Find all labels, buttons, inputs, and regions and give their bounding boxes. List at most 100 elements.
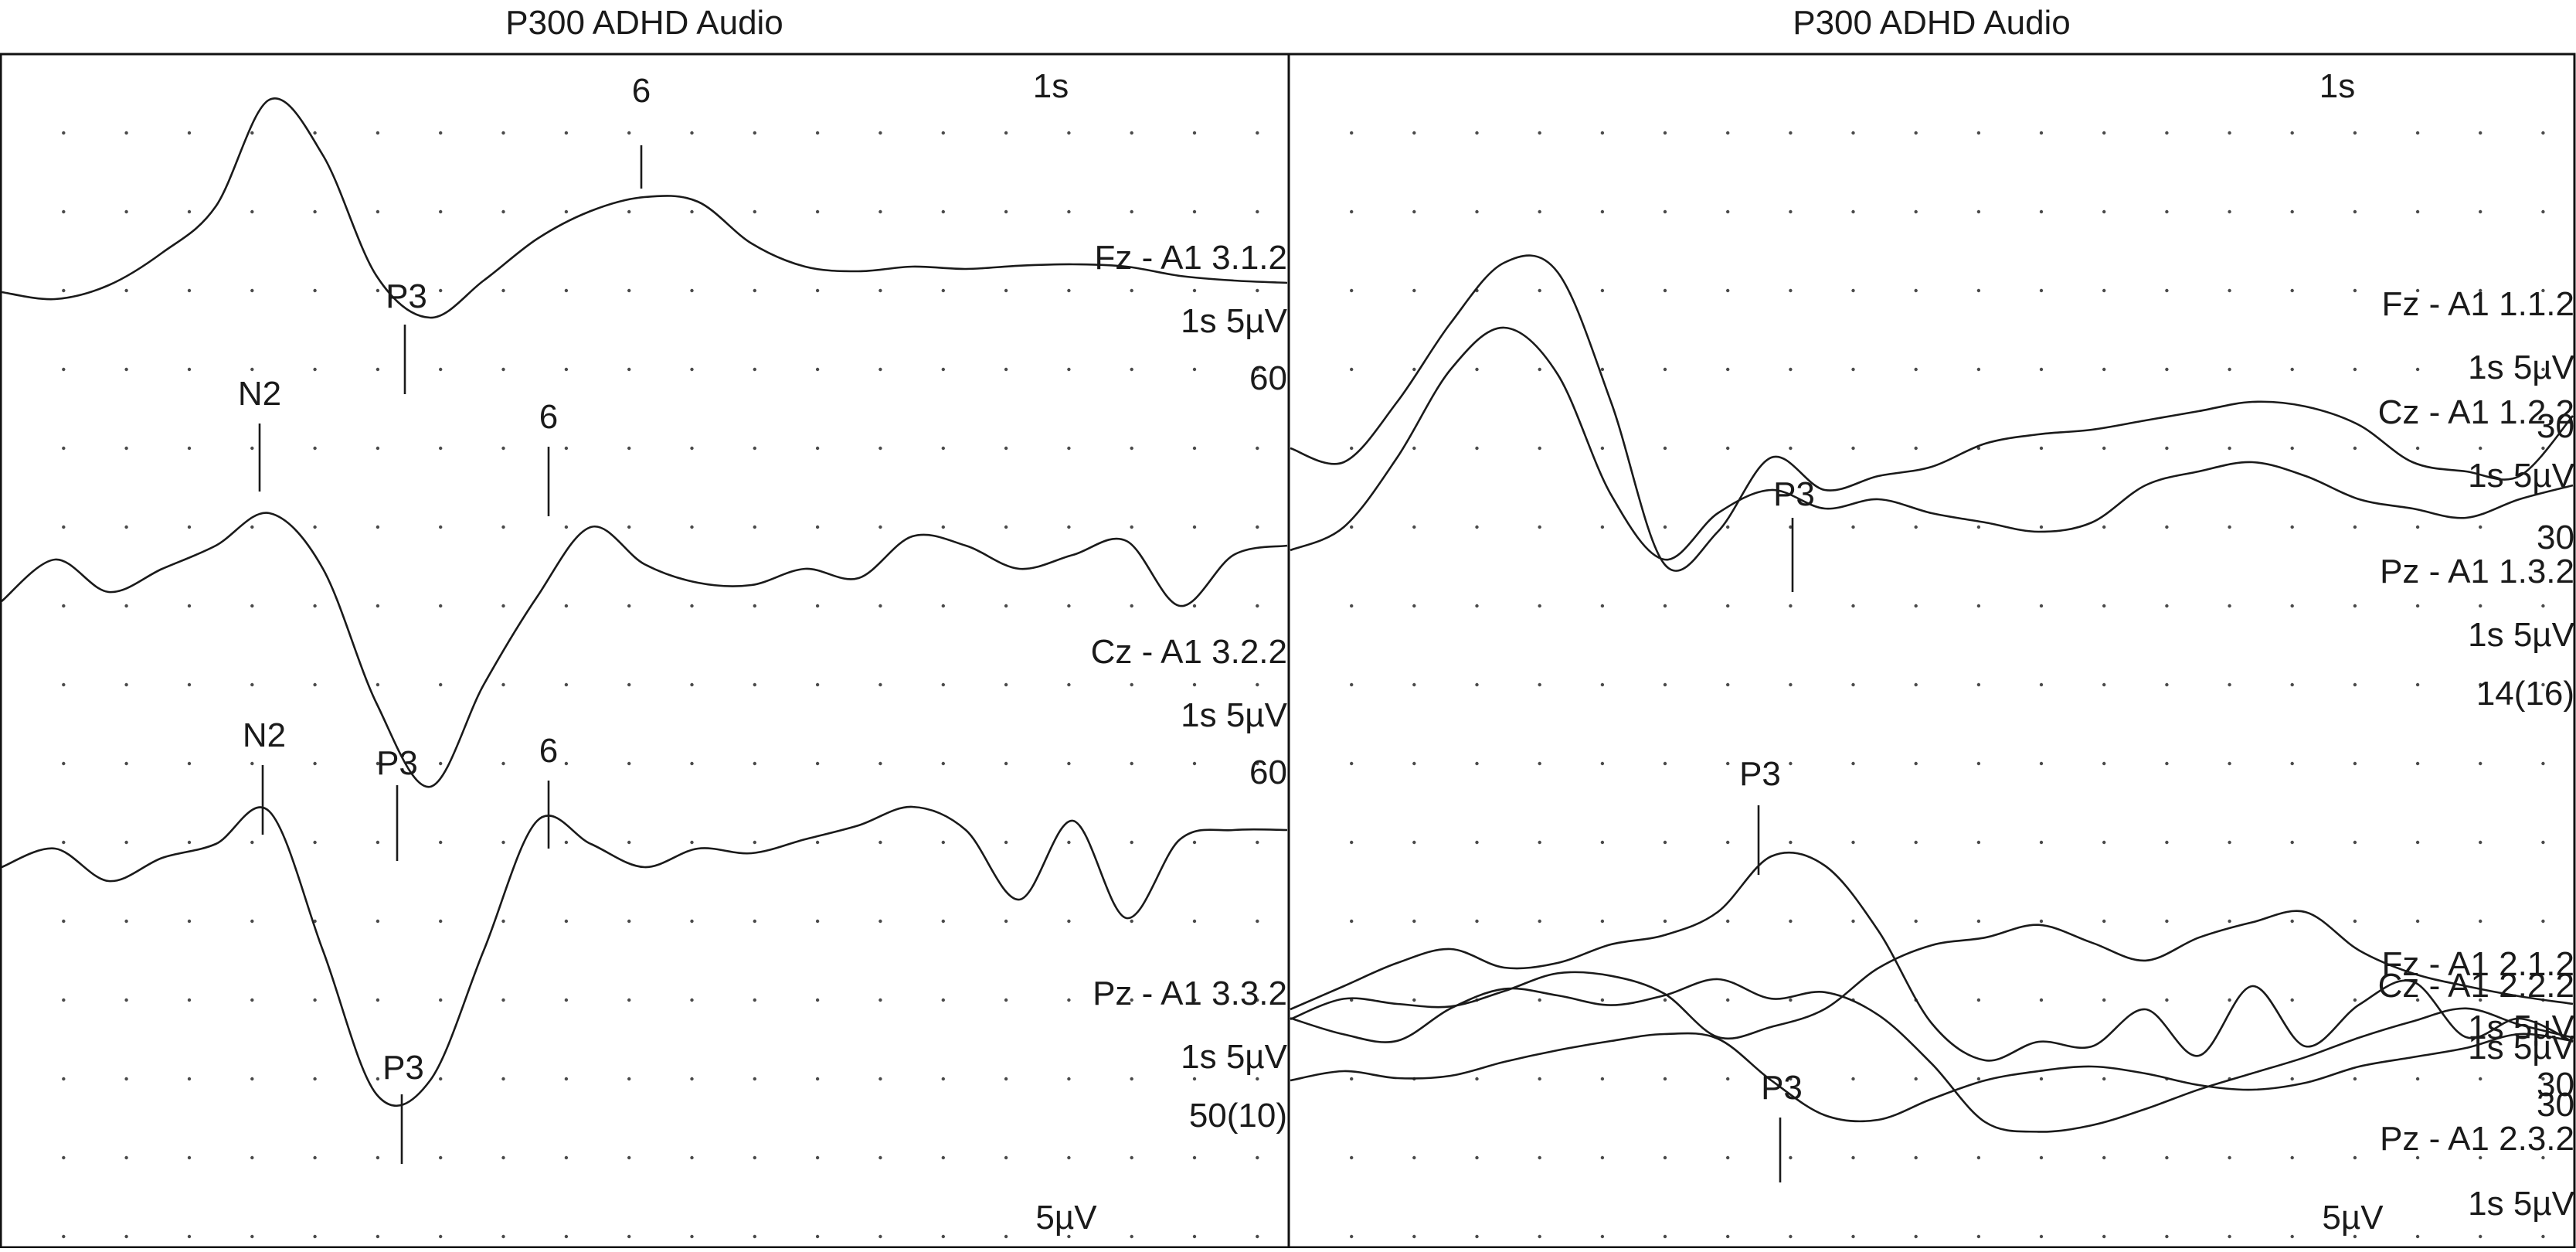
grid-dot (250, 1077, 254, 1081)
grid-dot (2290, 131, 2294, 135)
grid-dot (2165, 525, 2169, 529)
grid-dot (501, 761, 505, 766)
grid-dot (1914, 1077, 1918, 1081)
grid-dot (2415, 919, 2420, 924)
grid-dot (2479, 682, 2483, 687)
grid-dot (564, 288, 569, 293)
grid-dot (1538, 209, 1541, 214)
grid-dot (187, 1155, 192, 1160)
channel-footer: 14(16) (2476, 675, 2574, 713)
grid-dot (2353, 288, 2357, 293)
grid-dot (1851, 209, 1855, 214)
grid-dot (941, 525, 946, 529)
grid-dot (941, 288, 946, 293)
grid-dot (1256, 131, 1259, 135)
grid-dot (2290, 446, 2294, 451)
grid-dot (1475, 604, 1479, 608)
grid-dot (2102, 1155, 2106, 1160)
grid-dot (1412, 761, 1416, 766)
grid-dot (2228, 446, 2231, 451)
grid-dot (941, 919, 946, 924)
grid-dot (2102, 998, 2106, 1002)
grid-dot (1600, 1155, 1605, 1160)
grid-dot (1600, 919, 1605, 924)
grid-dot (564, 1077, 569, 1081)
left-time-scale: 1s (1033, 67, 1069, 105)
grid-dot (62, 1155, 66, 1160)
grid-dot (627, 1155, 631, 1160)
channel-scale: 1s 5µV (1181, 1038, 1288, 1076)
grid-dot (1600, 446, 1605, 451)
grid-dot (1851, 682, 1855, 687)
peak-marker: 6 (539, 398, 558, 516)
grid-dot (1600, 682, 1605, 687)
grid-dot (439, 604, 443, 608)
grid-dot (2290, 288, 2294, 293)
grid-dot (564, 367, 569, 372)
grid-dot (564, 840, 569, 845)
grid-dot (815, 1234, 820, 1239)
grid-dot (690, 446, 694, 451)
grid-dot (313, 446, 317, 451)
grid-dot (1192, 288, 1197, 293)
grid-dot (627, 919, 631, 924)
grid-dot (1976, 131, 1981, 135)
grid-dot (2228, 288, 2231, 293)
grid-dot (62, 761, 66, 766)
grid-dot (1538, 446, 1541, 451)
grid-dot (1067, 1077, 1071, 1081)
grid-dot (1130, 761, 1133, 766)
grid-dot (878, 525, 882, 529)
grid-dot (501, 840, 505, 845)
grid-dot (1726, 525, 1730, 529)
grid-dot (564, 446, 569, 451)
grid-dot (62, 209, 66, 214)
grid-dot (815, 682, 820, 687)
grid-dot (2039, 604, 2044, 608)
channel-count: 60 (1249, 359, 1287, 397)
peak-label: P3 (376, 744, 418, 782)
grid-dot (2102, 1234, 2106, 1239)
grid-dot (2039, 209, 2044, 214)
grid-dot (62, 367, 66, 372)
grid-dot (376, 288, 380, 293)
grid-dot (2541, 209, 2545, 214)
grid-dot (2353, 131, 2357, 135)
grid-dot (1004, 998, 1008, 1002)
grid-dot (1976, 604, 1981, 608)
grid-dot (187, 998, 192, 1002)
grid-dot (62, 525, 66, 529)
grid-dot (124, 998, 128, 1002)
grid-dot (2415, 525, 2420, 529)
grid-dot (1412, 682, 1416, 687)
grid-dot (1976, 919, 1981, 924)
grid-dot (1976, 998, 1981, 1002)
right-panel-title: P300 ADHD Audio (1793, 4, 2071, 42)
grid-dot (2102, 1077, 2106, 1081)
channel-scale: 1s 5µV (2468, 1029, 2575, 1067)
grid-dot (1192, 525, 1197, 529)
grid-dot (1789, 288, 1793, 293)
grid-dot (753, 1155, 756, 1160)
grid-dot (1004, 1234, 1008, 1239)
grid-dot (1538, 682, 1541, 687)
grid-dot (1004, 761, 1008, 766)
grid-dot (1130, 525, 1133, 529)
grid-dot (2415, 131, 2420, 135)
grid-dot (501, 525, 505, 529)
grid-dot (1663, 998, 1667, 1002)
grid-dot (1067, 131, 1071, 135)
grid-dot (187, 604, 192, 608)
grid-dot (878, 1155, 882, 1160)
grid-dot (2415, 288, 2420, 293)
trace-right-pz-2 (1290, 1032, 2574, 1123)
grid-dot (1726, 840, 1730, 845)
grid-dot (1538, 525, 1541, 529)
grid-dot (2290, 604, 2294, 608)
grid-dot (1600, 525, 1605, 529)
grid-dot (1789, 525, 1793, 529)
right-amplitude-scale: 5µV (2322, 1199, 2384, 1237)
grid-dot (2415, 682, 2420, 687)
